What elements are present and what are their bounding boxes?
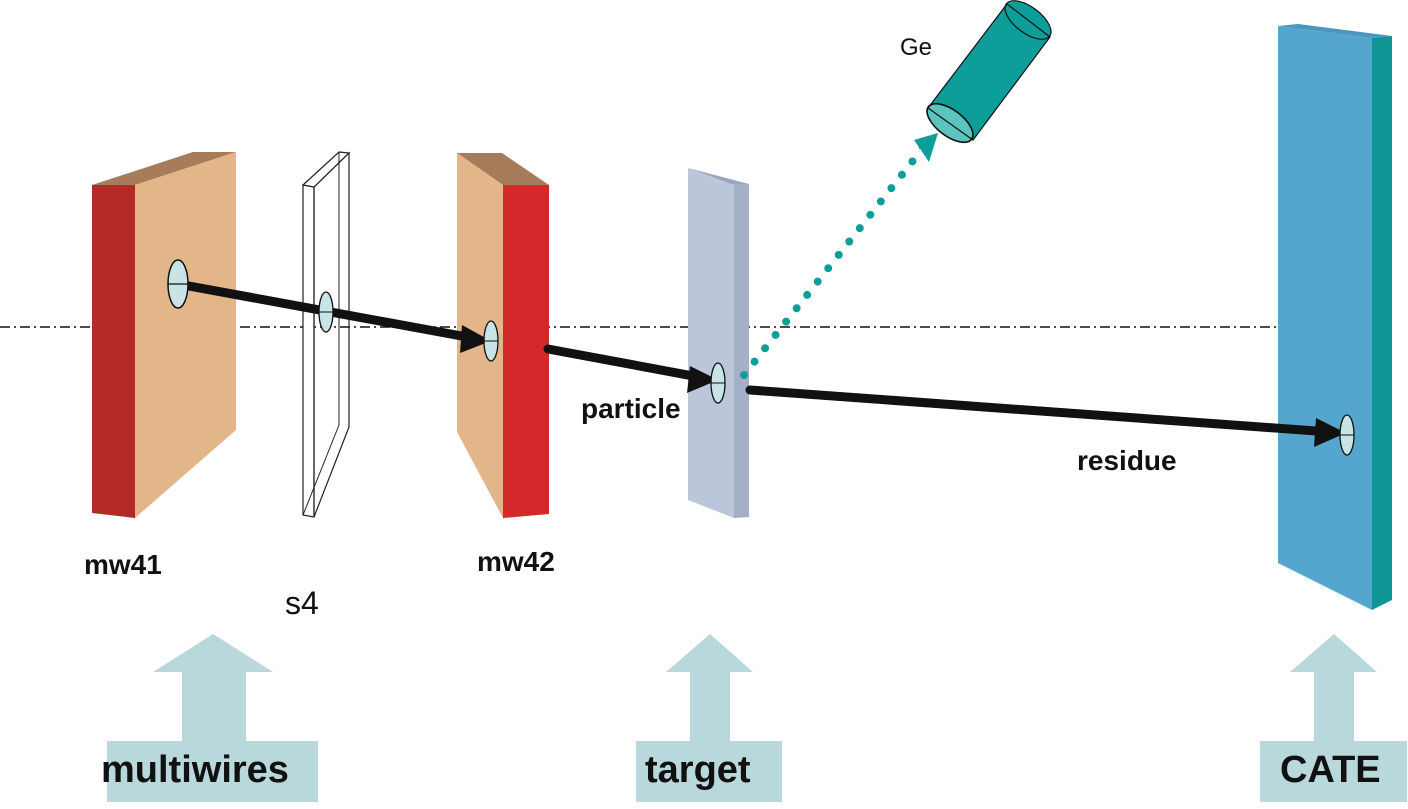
ge-detector [926, 0, 1052, 144]
cate-side [1372, 36, 1392, 610]
cate-detector [1278, 24, 1392, 610]
mw42-side [503, 185, 549, 518]
target-foil [688, 168, 749, 518]
hit-spot-mw41 [167, 259, 189, 309]
gamma-ray-arrowhead [914, 133, 938, 162]
ge-body [928, 4, 1050, 140]
hit-spot-s4 [318, 291, 334, 333]
mw41-label: mw41 [84, 549, 162, 580]
s4-label: s4 [285, 585, 319, 621]
mw42-top [457, 153, 549, 185]
cate-label: CATE [1280, 749, 1381, 791]
s4-frame [301, 151, 351, 518]
cate-front-face [1278, 26, 1372, 610]
residue-label: residue [1077, 445, 1177, 476]
mw41-front-face [135, 152, 236, 518]
mw41-side [92, 185, 135, 518]
cate-label-box [1260, 741, 1407, 802]
ge-label: Ge [900, 34, 932, 61]
multiwires-label-box [107, 741, 318, 802]
cate-pointer-arrow [1290, 634, 1377, 742]
target-label: target [645, 749, 751, 791]
particle-track [173, 279, 718, 393]
hit-spot-cate [1339, 414, 1355, 456]
particle-label: particle [581, 393, 681, 424]
target-pointer-arrow [666, 634, 753, 742]
hit-spot-target [710, 362, 726, 404]
hit-spot-mw42 [483, 320, 499, 362]
residue-track [745, 385, 1346, 447]
gamma-ray-path [740, 139, 931, 379]
target-label-box [636, 741, 782, 802]
mw41-top [92, 152, 236, 185]
mw42-label: mw42 [477, 546, 555, 577]
multiwires-pointer-arrow [153, 634, 273, 742]
multiwires-label: multiwires [101, 749, 289, 791]
mw41-detector [92, 152, 236, 518]
